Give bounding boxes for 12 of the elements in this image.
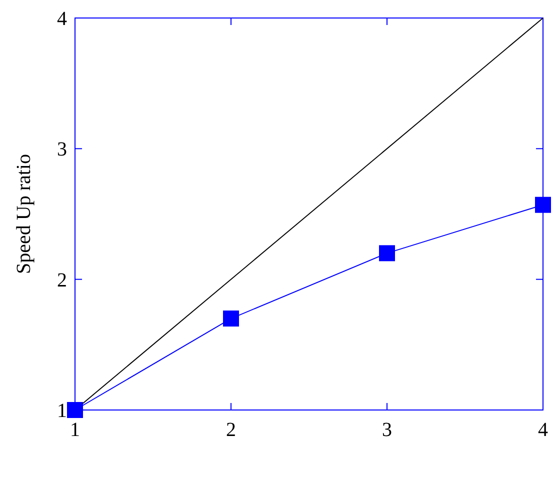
y-tick-label: 4 [57, 8, 67, 30]
point [379, 245, 395, 262]
y-tick-label: 2 [57, 269, 67, 292]
x-tick-label: 4 [538, 419, 548, 441]
y-tick-label: 3 [57, 138, 67, 161]
y-axis-title: Speed Up ratio [13, 154, 35, 274]
y-tick-label: 1 [57, 400, 67, 422]
point [223, 310, 239, 327]
point [67, 402, 83, 418]
x-tick-label: 3 [382, 419, 392, 441]
point [535, 196, 551, 213]
x-tick-label: 2 [226, 419, 236, 441]
